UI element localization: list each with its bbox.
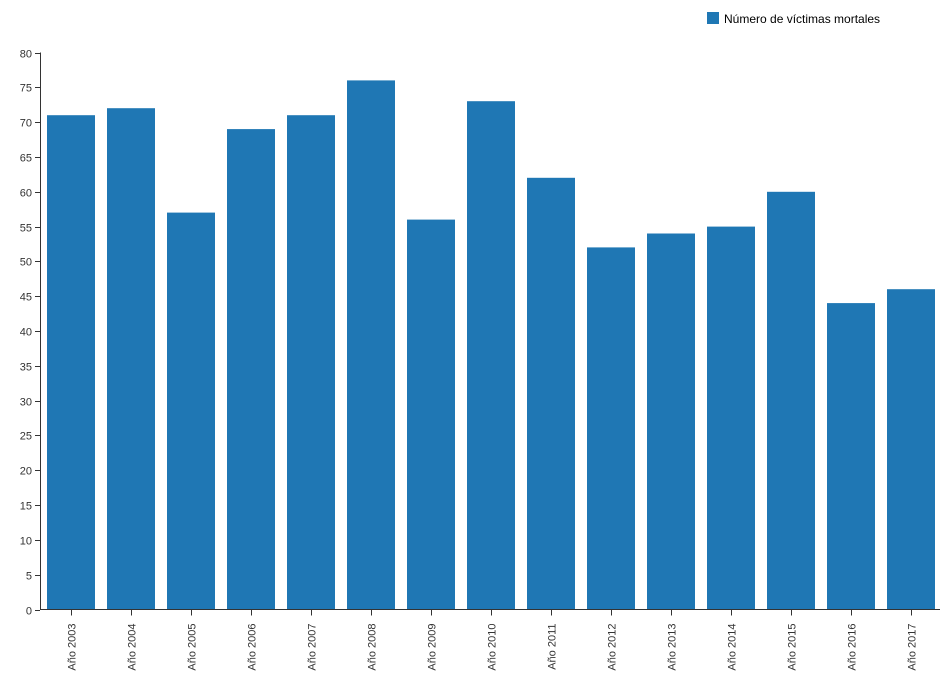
bar-año-2013 — [647, 233, 695, 610]
bar-año-2011 — [527, 177, 575, 610]
y-tick-label: 75 — [20, 83, 32, 95]
bar-año-2014 — [707, 226, 755, 610]
bar-año-2015 — [767, 191, 815, 610]
y-tick-label: 65 — [20, 153, 32, 165]
bar-año-2010 — [467, 101, 515, 610]
bar-año-2008 — [347, 80, 395, 610]
x-axis: Año 2003 Año 2004 Año 2005 Año 2006 Año 2007… — [40, 609, 940, 671]
bar-año-2012 — [587, 247, 635, 610]
x-tick-label: Año 2003 — [67, 624, 79, 671]
x-tick-label: Año 2009 — [427, 624, 439, 671]
x-tick-label: Año 2012 — [607, 624, 619, 671]
x-tick-label: Año 2013 — [667, 624, 679, 671]
y-tick-label: 15 — [20, 501, 32, 513]
bar-año-2006 — [227, 129, 275, 610]
y-tick-label: 30 — [20, 397, 32, 409]
y-tick-label: 10 — [20, 536, 32, 548]
y-tick-label: 40 — [20, 327, 32, 339]
bar-año-2004 — [107, 108, 155, 610]
x-tick-label: Año 2014 — [727, 624, 739, 671]
bar-año-2017 — [887, 289, 935, 610]
y-tick-label: 55 — [20, 223, 32, 235]
y-tick-label: 35 — [20, 362, 32, 374]
x-tick-label: Año 2008 — [367, 624, 379, 671]
x-tick-label: Año 2010 — [487, 624, 499, 671]
legend-swatch — [707, 12, 719, 24]
bar-año-2003 — [47, 115, 95, 610]
y-tick-label: 0 — [26, 606, 32, 618]
y-tick-label: 20 — [20, 466, 32, 478]
legend-label: Número de víctimas mortales — [724, 12, 880, 26]
x-tick-label: Año 2007 — [307, 624, 319, 671]
bar-año-2016 — [827, 303, 875, 610]
y-axis: 0 5 10 15 20 25 30 35 40 45 50 55 60 65 70 75 80 — [20, 49, 41, 618]
bar-año-2009 — [407, 219, 455, 610]
x-tick-label: Año 2011 — [547, 624, 559, 670]
bar-año-2007 — [287, 115, 335, 610]
x-tick-label: Año 2005 — [187, 624, 199, 671]
x-tick-label: Año 2017 — [907, 624, 919, 671]
bar-año-2005 — [167, 212, 215, 610]
x-tick-label: Año 2015 — [787, 624, 799, 671]
y-tick-label: 70 — [20, 118, 32, 130]
x-tick-label: Año 2004 — [127, 624, 139, 671]
y-tick-label: 25 — [20, 431, 32, 443]
y-tick-label: 5 — [26, 571, 32, 583]
bars — [47, 80, 935, 610]
y-tick-label: 45 — [20, 292, 32, 304]
x-tick-label: Año 2016 — [847, 624, 859, 671]
y-tick-label: 60 — [20, 188, 32, 200]
y-tick-label: 50 — [20, 257, 32, 269]
y-tick-label: 80 — [20, 49, 32, 61]
x-tick-label: Año 2006 — [247, 624, 259, 671]
legend: Número de víctimas mortales — [707, 12, 880, 26]
